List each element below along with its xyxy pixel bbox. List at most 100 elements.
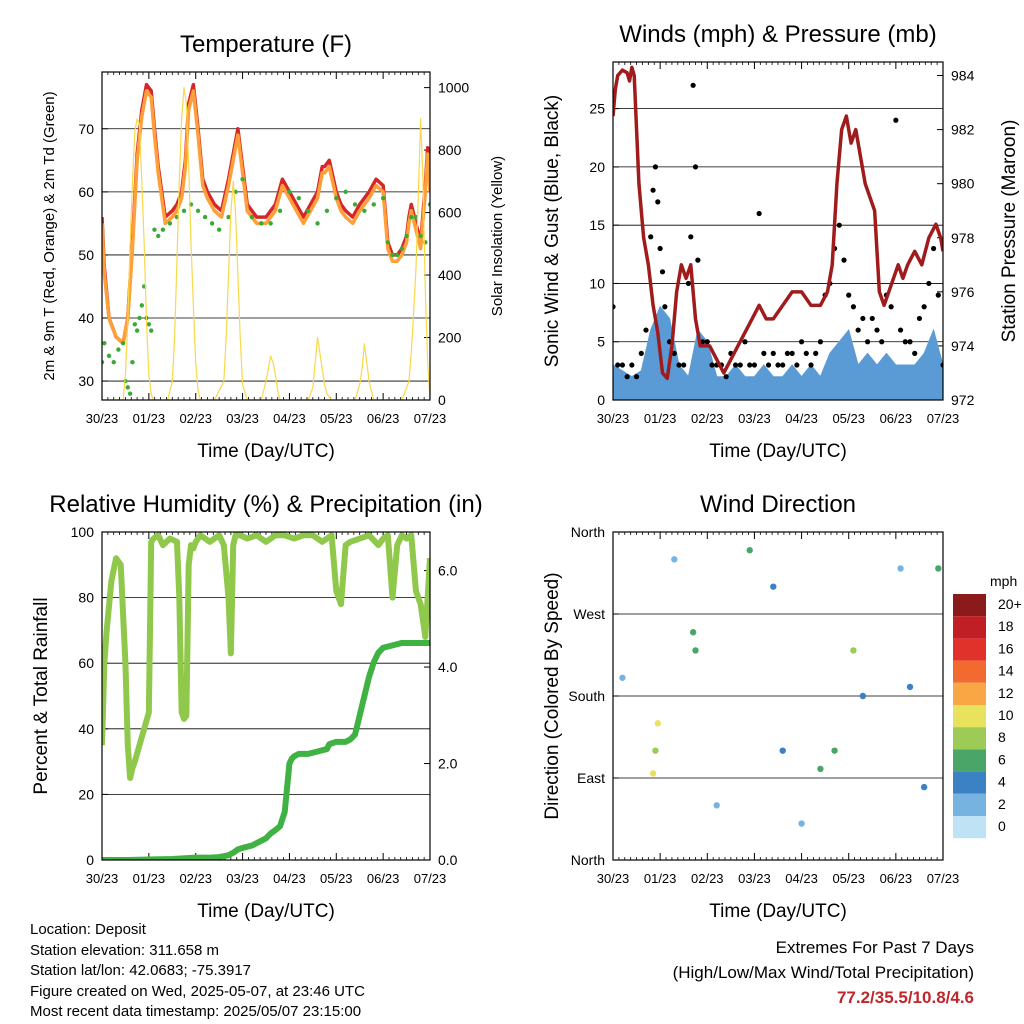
winds-series-1-point [692, 164, 699, 170]
wind_direction-point [649, 770, 657, 777]
winds-series-1-point [761, 350, 767, 356]
winds-title: Winds (mph) & Pressure (mb) [619, 21, 936, 48]
winds-series-1-point [775, 362, 781, 368]
humidity-plot-area [102, 532, 430, 860]
wind_direction-legend: mph 20+ 18 16 14 12 10 8 6 4 2 0 [953, 573, 1022, 839]
legend-swatch [953, 705, 986, 728]
temperature-series-2-point [160, 227, 166, 232]
temperature-y2tick-label: 800 [438, 142, 462, 158]
wind_direction-point [692, 647, 699, 654]
winds-series-1-point [765, 362, 772, 368]
humidity-ytick-label: 20 [78, 786, 94, 802]
temperature-series-2-point [240, 177, 245, 182]
winds-series-1-point [798, 339, 805, 345]
wind_direction-point [689, 629, 697, 636]
winds-xtick-label: 07/23 [927, 411, 960, 426]
winds-series-1 [613, 82, 943, 380]
temperature-ylabel: 2m & 9m T (Red, Orange) & 2m Td (Green) [41, 91, 58, 380]
wind_direction-xtick-label: 30/23 [597, 871, 630, 886]
wind_direction-point [897, 565, 904, 572]
legend-swatch [953, 793, 986, 816]
wind_direction-point [859, 692, 867, 700]
temperature-series-2-point [399, 246, 405, 251]
humidity-xtick-label: 05/23 [320, 871, 353, 886]
temperature-ytick-label: 40 [78, 310, 94, 326]
winds-series-1-point [624, 374, 630, 380]
latlon-text: Station lat/lon: 42.0683; -75.3917 [30, 962, 252, 979]
temperature-series-2-point [324, 208, 330, 213]
winds-xtick-label: 03/23 [738, 411, 771, 426]
temperature-plot-area [102, 82, 430, 400]
winds-xtick-label: 06/23 [880, 411, 913, 426]
winds-panel: Winds (mph) & Pressure (mb) 0 5 10 15 20 25 972… [542, 21, 1020, 462]
winds-series-1-point [690, 82, 696, 88]
winds-series-1-point [803, 350, 809, 356]
humidity-ytick-label: 80 [78, 590, 94, 606]
winds-y2label: Station Pressure (Maroon) [999, 120, 1020, 343]
winds-series-2 [613, 65, 943, 381]
humidity-series-1 [102, 639, 430, 860]
winds-series-1-point [619, 362, 626, 368]
temperature-series-2-point [395, 252, 400, 258]
temperature-series-2-point [418, 233, 423, 239]
temperature-title: Temperature (F) [180, 31, 352, 58]
temperature-series-2-point [277, 208, 283, 213]
wind_direction-ytick-label: North [571, 524, 605, 540]
temperature-panel: Temperature (F) 30 40 50 60 70 0 200 400 600 800 10… [41, 31, 506, 462]
temperature-xtick-label: 30/23 [86, 411, 119, 426]
temperature-series-2-point [202, 214, 208, 220]
wind_direction-xtick-label: 02/23 [691, 871, 724, 886]
temperature-series-2-point [127, 391, 133, 396]
wind_direction-point [920, 783, 928, 791]
temperature-series-2-point [139, 303, 145, 308]
temperature-y2tick-label: 0 [438, 392, 446, 408]
legend-swatch [953, 727, 986, 750]
winds-series-1-point [930, 245, 937, 252]
winds-series-1-point [671, 350, 677, 356]
humidity-xtick-label: 07/23 [414, 871, 447, 886]
temperature-series-2-point [371, 202, 376, 207]
temperature-series-2-point [116, 347, 121, 352]
temperature-ytick-label: 60 [78, 184, 94, 200]
winds-series-1-point [841, 257, 847, 263]
wind_direction-point [831, 747, 838, 754]
winds-y2tick-label: 976 [951, 284, 975, 300]
winds-y2tick-label: 972 [951, 392, 975, 408]
winds-series-1-point [681, 362, 687, 368]
wind_direction-ytick-label: West [573, 606, 605, 622]
winds-series-1-point [723, 374, 729, 380]
winds-series-1-point [846, 292, 852, 298]
temperature-xtick-label: 07/23 [414, 411, 447, 426]
wind_direction-ylabel: Direction (Colored By Speed) [542, 572, 563, 819]
temperature-series-2-point [132, 322, 137, 327]
temperature-series-0 [102, 82, 430, 345]
recent-text: Most recent data timestamp: 2025/05/07 2… [30, 1003, 362, 1020]
winds-series-1-point [629, 362, 635, 368]
humidity-xtick-label: 02/23 [179, 871, 212, 886]
legend-label: 10 [998, 707, 1014, 723]
legend-swatch [953, 771, 986, 794]
extremes-box: Extremes For Past 7 Days (High/Low/Max W… [673, 935, 974, 1010]
legend-swatch [953, 594, 986, 617]
wind_direction-point [671, 556, 678, 563]
legend-label: 18 [998, 618, 1014, 634]
temperature-series-2-point [120, 341, 126, 346]
winds-frame [612, 61, 944, 401]
winds-series-1-point [940, 362, 943, 368]
legend-swatch [953, 660, 986, 683]
humidity-y2tick-label: 6.0 [438, 563, 458, 579]
temperature-series-2-point [343, 189, 348, 195]
temperature-series-2-point [152, 227, 157, 232]
wind_direction-title: Wind Direction [700, 491, 856, 518]
humidity-ytick-label: 100 [71, 524, 95, 540]
legend-label: 2 [998, 796, 1006, 812]
station-info: Location: Deposit Station elevation: 311… [30, 920, 365, 1023]
wind_direction-point [770, 583, 777, 590]
winds-series-1-point [615, 362, 621, 368]
wind_direction-point [713, 802, 720, 809]
winds-series-1-point [770, 350, 776, 356]
wind_direction-xtick-label: 06/23 [880, 871, 913, 886]
winds-series-1-point [695, 257, 701, 263]
winds-series-1-point [662, 304, 668, 310]
temperature-series-2-point [315, 221, 320, 226]
